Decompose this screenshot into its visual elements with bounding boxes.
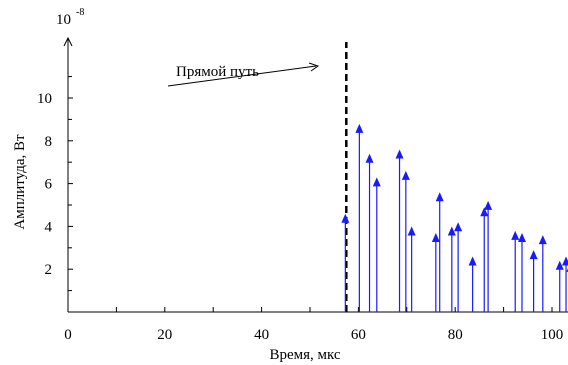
- x-tick-label: 0: [64, 327, 72, 343]
- stem-marker: [454, 222, 463, 232]
- stem-marker: [341, 213, 350, 223]
- stem-marker: [538, 235, 547, 245]
- stem-marker: [435, 192, 444, 202]
- y-tick-label: 10: [37, 91, 52, 107]
- y-tick-label: 4: [45, 219, 53, 235]
- stem-marker: [407, 226, 416, 236]
- x-axis-title: Время, мкс: [269, 347, 340, 363]
- stem-marker: [372, 177, 381, 187]
- direct-path-label: Прямой путь: [176, 64, 259, 80]
- stem-marker: [562, 256, 568, 266]
- direct-path-pointer-arrow-icon: [308, 62, 320, 72]
- stem-marker: [355, 123, 364, 133]
- axis-ticks: 0 20 40 60 80 100 2 4 6 8 10: [37, 76, 564, 343]
- stem-marker: [365, 153, 374, 163]
- stem-marker: [555, 260, 564, 270]
- x-tick-label: 40: [254, 327, 269, 343]
- stem-marker: [447, 226, 456, 236]
- stem-marker: [511, 230, 520, 240]
- x-tick-label: 80: [448, 327, 463, 343]
- stem-marker: [395, 149, 404, 159]
- stem-marker: [431, 232, 440, 242]
- stem-marker: [401, 170, 410, 180]
- x-tick-label: 100: [541, 327, 564, 343]
- stem-marker: [480, 207, 489, 217]
- stem-series: [341, 123, 568, 312]
- y-tick-label: 2: [45, 262, 53, 278]
- x-tick-label: 60: [351, 327, 366, 343]
- y-tick-label: 8: [45, 134, 53, 150]
- y-exponent-power: -8: [76, 7, 84, 18]
- y-tick-label: 6: [45, 177, 53, 193]
- stem-marker: [517, 232, 526, 242]
- y-axis-title: Амплитуда, Вт: [12, 134, 28, 230]
- stem-marker: [529, 250, 538, 260]
- stem-marker: [468, 256, 477, 266]
- direct-path-pointer: [167, 65, 317, 87]
- x-tick-label: 20: [157, 327, 172, 343]
- y-axis-arrow-icon: [63, 36, 73, 47]
- stem-marker: [484, 200, 493, 210]
- y-exponent-label: 10: [56, 12, 71, 28]
